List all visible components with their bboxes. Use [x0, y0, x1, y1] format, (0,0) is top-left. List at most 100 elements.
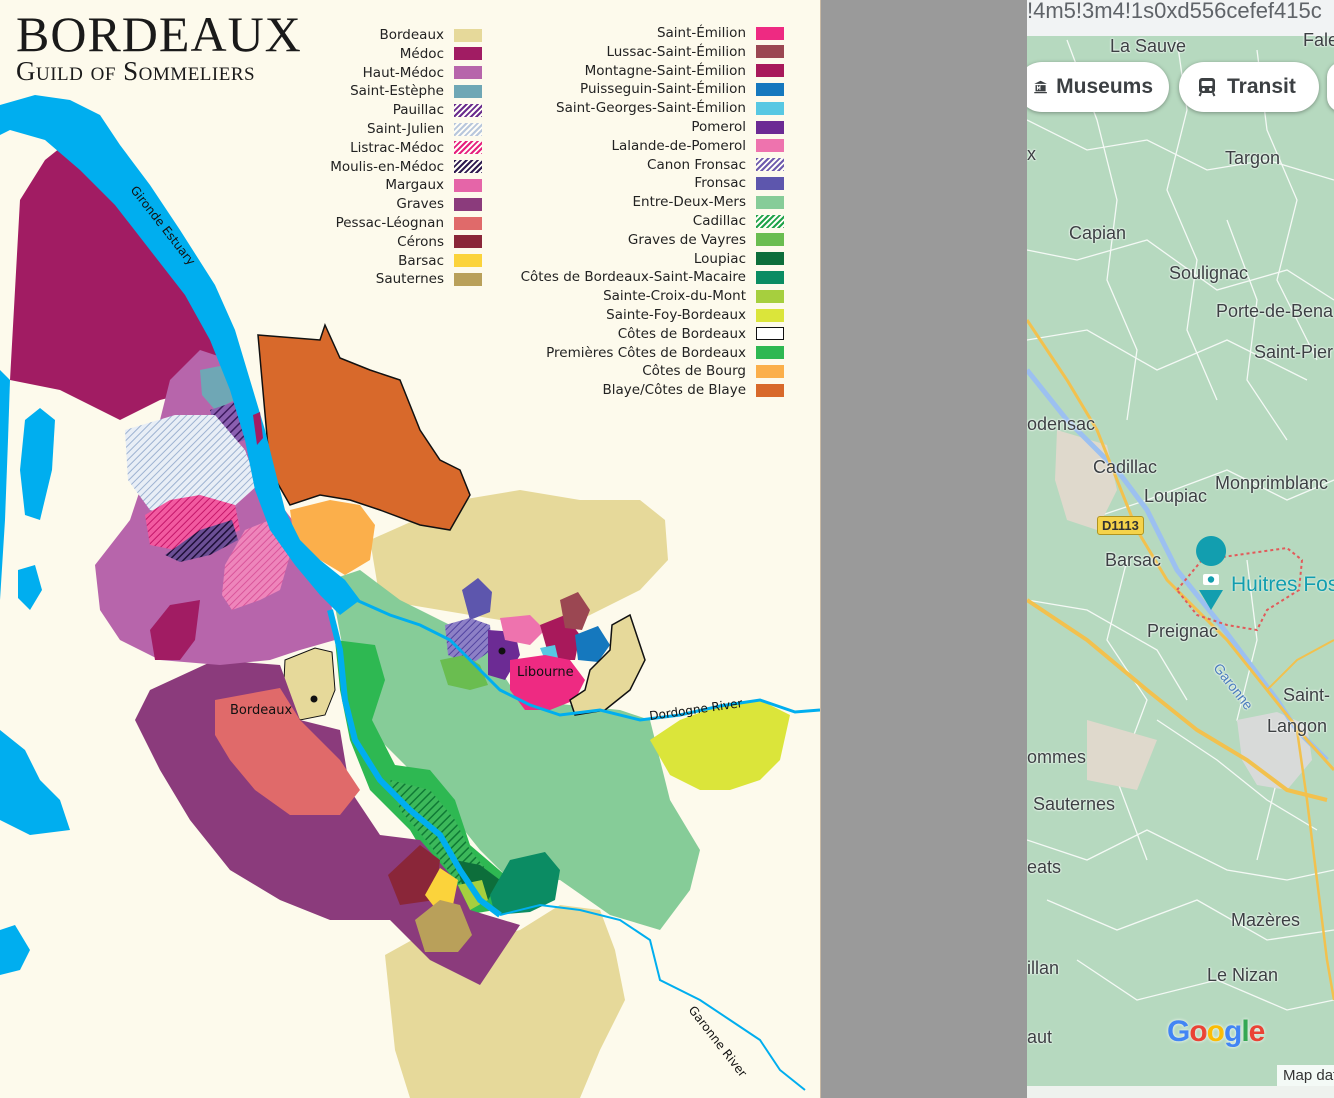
lake-4	[0, 925, 30, 975]
wine-region-map: Gironde Estuary Dordogne River Garonne R…	[0, 95, 820, 1098]
legend-swatch	[454, 84, 482, 98]
place-soulignac[interactable]: Soulignac	[1169, 263, 1249, 283]
legend-swatch	[756, 26, 784, 40]
place-capian[interactable]: Capian	[1069, 223, 1127, 243]
region-cerons	[388, 845, 440, 905]
legend-swatch	[756, 101, 784, 115]
legend-label: Entre-Deux-Mers	[632, 194, 746, 211]
region-lalande	[500, 615, 545, 645]
place-targon[interactable]: Targon	[1225, 148, 1281, 168]
lake-1	[20, 408, 55, 520]
legend-label: Canon Fronsac	[647, 156, 746, 173]
place-x-fragment[interactable]: x	[1027, 144, 1036, 164]
legend-swatch	[756, 233, 784, 247]
legend-item: Margaux	[385, 176, 482, 194]
region-cotes-de-bourg	[290, 500, 375, 575]
region-moulis	[165, 520, 238, 562]
legend-swatch	[454, 66, 482, 80]
legend-item: Saint-Julien	[367, 120, 482, 138]
legend-swatch	[756, 252, 784, 266]
legend-label: Pauillac	[392, 102, 444, 119]
region-barsac	[425, 868, 458, 910]
google-map-canvas[interactable]	[1027, 0, 1334, 1098]
legend-swatch	[756, 364, 784, 378]
place-saint-pier[interactable]: Saint-Pier	[1254, 342, 1334, 362]
url-text[interactable]: !4m5!3m4!1s0xd556cefef415c	[1027, 0, 1322, 23]
legend-label: Saint-Georges-Saint-Émilion	[556, 100, 746, 117]
place-langon[interactable]: Langon	[1267, 716, 1328, 736]
map-subtitle: Guild of Sommeliers	[16, 56, 256, 86]
place-illan[interactable]: illan	[1027, 958, 1060, 978]
legend-swatch	[756, 308, 784, 322]
legend-item: Saint-Estèphe	[350, 82, 482, 100]
legend-label: Côtes de Bordeaux-Saint-Macaire	[520, 269, 746, 286]
place-aut[interactable]: aut	[1027, 1027, 1053, 1047]
legend-swatch	[756, 158, 784, 172]
legend-swatch	[454, 197, 482, 211]
legend-swatch	[454, 122, 482, 136]
legend-label: Loupiac	[693, 250, 746, 267]
legend-label: Haut-Médoc	[362, 64, 444, 81]
legend-item: Saint-Georges-Saint-Émilion	[556, 99, 784, 117]
legend-item: Canon Fronsac	[647, 156, 784, 174]
museums-chip[interactable]: Museums	[1027, 62, 1169, 112]
legend-item: Listrac-Médoc	[350, 139, 482, 157]
legend-label: Saint-Estèphe	[350, 83, 444, 100]
legend-swatch	[756, 139, 784, 153]
urban-langon	[1237, 712, 1312, 790]
legend-item: Cérons	[397, 233, 482, 251]
legend-label: Côtes de Bordeaux	[617, 325, 746, 342]
legend-swatch	[756, 383, 784, 397]
google-logo: Google	[1167, 1015, 1265, 1048]
place-fale[interactable]: Fale	[1303, 30, 1334, 50]
poi-huitres-label[interactable]: Huitres Fos	[1231, 573, 1334, 596]
place-monprimblanc[interactable]: Monprimblanc	[1215, 473, 1329, 493]
ocean-left	[0, 370, 10, 600]
place-mazeres[interactable]: Mazères	[1231, 910, 1301, 930]
region-pessac-leognan	[215, 688, 360, 815]
place-pommes[interactable]: ommes	[1027, 747, 1087, 767]
poi-area-outline	[1175, 546, 1304, 632]
place-cadillac[interactable]: Cadillac	[1093, 457, 1158, 477]
museums-chip-label: Museums	[1056, 75, 1153, 98]
place-eats[interactable]: eats	[1027, 857, 1062, 877]
window-gap	[821, 0, 1027, 1098]
place-porte-de-bena[interactable]: Porte-de-Bena	[1216, 301, 1334, 321]
legend-item: Montagne-Saint-Émilion	[585, 62, 784, 80]
legend-label: Cérons	[397, 233, 444, 250]
place-podensac[interactable]: odensac	[1027, 414, 1096, 434]
museum-icon	[1034, 80, 1047, 94]
place-le-nizan[interactable]: Le Nizan	[1207, 965, 1279, 985]
place-barsac[interactable]: Barsac	[1105, 550, 1162, 570]
url-bar[interactable]: !4m5!3m4!1s0xd556cefef415c	[1027, 0, 1334, 36]
legend-label: Sauternes	[375, 271, 444, 288]
google-map-panel[interactable]: !4m5!3m4!1s0xd556cefef415c Museums Trans…	[1027, 0, 1334, 1098]
legend-item: Puisseguin-Saint-Émilion	[580, 80, 784, 98]
place-loupiac[interactable]: Loupiac	[1144, 486, 1208, 506]
road-badge-d1113: D1113	[1097, 516, 1144, 535]
legend-swatch	[454, 216, 482, 230]
road-east	[1266, 639, 1334, 691]
garonne-label: Garonne River	[686, 1003, 750, 1080]
next-chip[interactable]	[1327, 62, 1334, 112]
legend-item: Blaye/Côtes de Blaye	[603, 381, 784, 399]
legend-item: Premières Côtes de Bordeaux	[546, 344, 784, 362]
place-sauternes[interactable]: Sauternes	[1033, 794, 1116, 814]
legend-label: Premières Côtes de Bordeaux	[546, 344, 746, 361]
legend-item: Graves	[396, 195, 482, 213]
transit-chip[interactable]: Transit	[1179, 62, 1319, 112]
transit-chip-label: Transit	[1227, 75, 1296, 98]
legend-swatch	[454, 178, 482, 192]
region-sainte-foy	[650, 700, 790, 790]
gironde-estuary	[0, 95, 360, 615]
place-preignac[interactable]: Preignac	[1147, 621, 1219, 641]
lake-2	[18, 565, 42, 610]
legend-label: Lussac-Saint-Émilion	[606, 43, 746, 60]
place-la-sauve[interactable]: La Sauve	[1110, 36, 1187, 56]
libourne-label: Libourne	[517, 665, 574, 680]
region-saint-julien	[125, 415, 258, 520]
legend-swatch	[454, 28, 482, 42]
camera-poi-icon[interactable]	[1196, 536, 1227, 610]
place-saint-macaire[interactable]: Saint-	[1283, 685, 1331, 705]
map-data-attribution[interactable]: Map dat	[1277, 1065, 1334, 1086]
